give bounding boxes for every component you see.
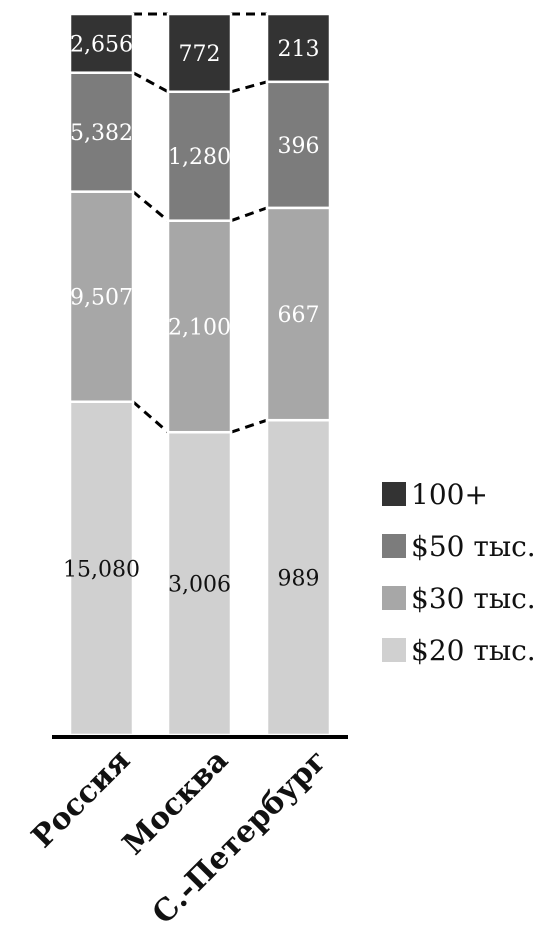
data-label: 667 <box>278 303 320 328</box>
bar-segment <box>265 80 332 210</box>
data-label: 213 <box>278 37 320 62</box>
data-label: 3,006 <box>168 573 231 598</box>
bar-segment <box>166 90 233 222</box>
data-label: 989 <box>278 567 320 592</box>
legend-label: 100+ <box>411 478 488 511</box>
legend-swatch <box>382 482 406 506</box>
bar-segment <box>166 12 233 94</box>
data-label: 2,656 <box>70 32 133 57</box>
data-label: 2,100 <box>168 315 231 340</box>
bars <box>68 12 332 737</box>
bar-segment <box>265 418 332 737</box>
connector-line <box>230 206 268 223</box>
connector-line <box>230 418 268 434</box>
connector-line <box>132 190 169 222</box>
data-label: 9,507 <box>70 286 133 311</box>
data-labels: 15,080 9,507 5,382 2,656 3,006 2,100 1,280 772 9… <box>63 32 319 597</box>
legend-label: $20 тыс. <box>411 634 536 667</box>
bar-segment <box>68 400 135 737</box>
legend-swatch <box>382 534 406 558</box>
data-label: 5,382 <box>70 121 133 146</box>
data-label: 396 <box>278 134 320 159</box>
legend-swatch <box>382 586 406 610</box>
connector-lines <box>132 12 268 434</box>
bar-segment <box>68 190 135 403</box>
bar-segment <box>68 12 135 74</box>
legend-label: $30 тыс. <box>411 582 536 615</box>
category-label: С.-Петербург <box>146 743 334 927</box>
connector-line <box>132 400 169 434</box>
connector-line <box>230 80 268 94</box>
data-label: 772 <box>179 42 221 67</box>
bar-segment <box>166 219 233 434</box>
data-label: 15,080 <box>63 557 140 582</box>
bar-segment <box>265 12 332 84</box>
data-label: 1,280 <box>168 145 231 170</box>
legend-swatch <box>382 638 406 662</box>
legend: 100+ $50 тыс. $30 тыс. $20 тыс. <box>382 478 536 667</box>
legend-label: $50 тыс. <box>411 530 536 563</box>
connector-line <box>132 71 169 94</box>
